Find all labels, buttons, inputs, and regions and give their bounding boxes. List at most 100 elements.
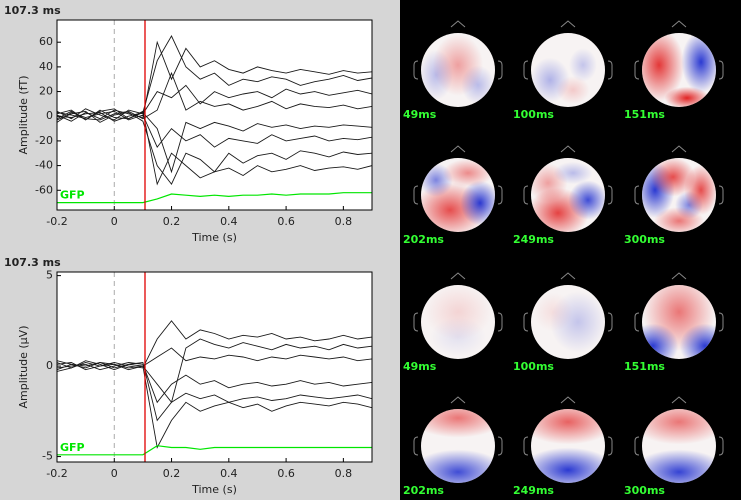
nose — [560, 145, 576, 153]
topomap — [413, 396, 503, 483]
topomap-label: 202ms — [403, 484, 444, 497]
x-tick-label: 0.6 — [277, 215, 295, 228]
field-blob — [442, 159, 494, 187]
field-blob — [684, 164, 716, 216]
field-blob — [569, 48, 597, 82]
x-tick-label: 0.2 — [163, 467, 181, 480]
ear-right — [497, 185, 503, 205]
field-blob — [421, 409, 495, 438]
topomap-label: 49ms — [403, 108, 437, 121]
nose — [450, 396, 466, 404]
topomap-label: 300ms — [624, 484, 665, 497]
y-tick-label: 40 — [39, 60, 53, 73]
field-blob — [653, 207, 705, 232]
ear-left — [413, 60, 419, 80]
ear-left — [634, 60, 640, 80]
topomap — [634, 145, 724, 232]
ear-left — [413, 185, 419, 205]
trace — [57, 109, 372, 186]
trace — [57, 40, 372, 122]
nose — [450, 20, 466, 28]
y-tick-label: -40 — [35, 159, 53, 172]
gfp-line — [57, 445, 372, 456]
field-blob — [568, 180, 605, 220]
x-tick-label: 0.8 — [335, 215, 353, 228]
y-tick-label: 60 — [39, 35, 53, 48]
nose — [671, 145, 687, 153]
field — [421, 409, 495, 483]
field-blob — [642, 449, 716, 483]
field — [533, 291, 605, 353]
trace — [57, 362, 372, 404]
field — [424, 285, 492, 357]
field-blob — [430, 317, 486, 357]
ear-right — [497, 436, 503, 456]
traces — [57, 20, 372, 210]
topomap — [413, 272, 503, 359]
ear-left — [634, 312, 640, 332]
field-blob — [650, 158, 696, 197]
topomap-label: 249ms — [513, 484, 554, 497]
gfp-line — [57, 192, 372, 204]
ear-right — [607, 436, 613, 456]
ear-right — [607, 60, 613, 80]
ear-right — [718, 185, 724, 205]
ear-right — [497, 60, 503, 80]
traces — [57, 272, 372, 462]
x-tick-label: 0.2 — [163, 215, 181, 228]
plot-frame — [56, 19, 373, 211]
field — [531, 48, 597, 104]
x-axis-label: Time (s) — [191, 483, 237, 496]
x-tick-label: 0 — [111, 215, 118, 228]
y-tick-label: 0 — [46, 359, 53, 372]
y-axis-label: Amplitude (fT) — [17, 75, 30, 154]
field-blob — [553, 161, 593, 185]
ear-left — [413, 436, 419, 456]
trace — [57, 71, 372, 121]
topomap-label: 202ms — [403, 233, 444, 246]
x-tick-label: 0.6 — [277, 467, 295, 480]
topomap-label: 100ms — [513, 108, 554, 121]
chart-title: 107.3 ms — [4, 256, 61, 269]
x-tick-label: -0.2 — [46, 467, 67, 480]
topomap — [523, 20, 613, 107]
trace — [57, 111, 372, 174]
nose — [671, 396, 687, 404]
ear-right — [718, 436, 724, 456]
x-tick-label: 0.4 — [220, 215, 238, 228]
y-tick-label: 0 — [46, 109, 53, 122]
y-tick-label: 20 — [39, 85, 53, 98]
ear-left — [634, 436, 640, 456]
field — [421, 34, 495, 105]
topomap-label: 49ms — [403, 360, 437, 373]
field — [642, 158, 716, 232]
nose — [560, 272, 576, 280]
x-tick-label: 0.4 — [220, 467, 238, 480]
field-blob — [556, 76, 590, 104]
ear-left — [413, 312, 419, 332]
field-blob — [421, 449, 495, 483]
x-axis-label: Time (s) — [191, 231, 237, 244]
topomap-label: 100ms — [513, 360, 554, 373]
nose — [560, 396, 576, 404]
ear-right — [497, 312, 503, 332]
nose — [450, 145, 466, 153]
nose — [560, 20, 576, 28]
nose — [450, 272, 466, 280]
ear-right — [718, 60, 724, 80]
trace — [57, 362, 372, 403]
nose — [671, 20, 687, 28]
plot-area — [57, 272, 372, 462]
x-tick-label: 0.8 — [335, 467, 353, 480]
topomap-label: 300ms — [624, 233, 665, 246]
topomap-label: 249ms — [513, 233, 554, 246]
trace — [57, 338, 372, 422]
x-tick-label: -0.2 — [46, 215, 67, 228]
trace — [57, 35, 372, 121]
ear-left — [523, 185, 529, 205]
y-axis-label: Amplitude (μV) — [17, 326, 30, 409]
ear-left — [523, 436, 529, 456]
ear-left — [523, 60, 529, 80]
gfp-label: GFP — [60, 441, 85, 454]
